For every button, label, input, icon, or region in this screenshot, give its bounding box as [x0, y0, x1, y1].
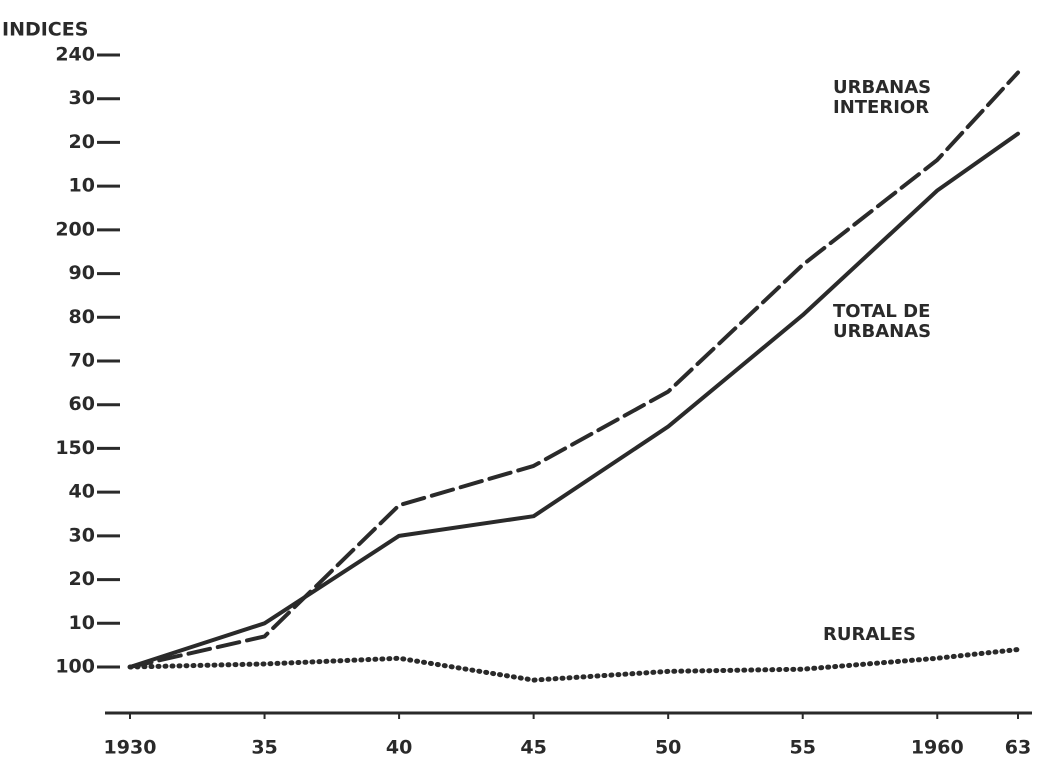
- y-tick-label: 200: [55, 218, 95, 240]
- y-tick-label: 40: [69, 481, 95, 503]
- series-line: [128, 70, 1020, 669]
- x-tick-label: 1960: [911, 737, 964, 759]
- series-label: URBANAS INTERIOR: [833, 77, 932, 118]
- y-tick-label: 240: [55, 44, 95, 66]
- series-line: [128, 131, 1020, 669]
- series-label: TOTAL DE URBANAS: [833, 301, 932, 342]
- y-axis-label: INDICES: [2, 19, 88, 41]
- x-tick-label: 50: [655, 737, 681, 759]
- x-tick-label: 55: [790, 737, 816, 759]
- y-tick-label: 100: [55, 656, 95, 678]
- y-tick-label: 150: [55, 437, 95, 459]
- y-tick-label: 70: [69, 350, 95, 372]
- y-tick-label: 10: [69, 612, 95, 634]
- y-tick-label: 30: [69, 524, 95, 546]
- y-tick-label: 80: [69, 306, 95, 328]
- x-tick-label: 35: [251, 737, 277, 759]
- y-tick-label: 60: [69, 393, 95, 415]
- series-label: RURALES: [823, 624, 916, 645]
- x-tick-label: 63: [1005, 737, 1031, 759]
- y-tick-label: 90: [69, 262, 95, 284]
- y-tick-label: 20: [69, 131, 95, 153]
- series-line: [127, 647, 1021, 683]
- x-tick-label: 40: [386, 737, 412, 759]
- y-tick-label: 20: [69, 568, 95, 590]
- y-tick-label: 30: [69, 87, 95, 109]
- x-tick-label: 1930: [104, 737, 157, 759]
- y-tick-label: 10: [69, 175, 95, 197]
- x-tick-label: 45: [520, 737, 546, 759]
